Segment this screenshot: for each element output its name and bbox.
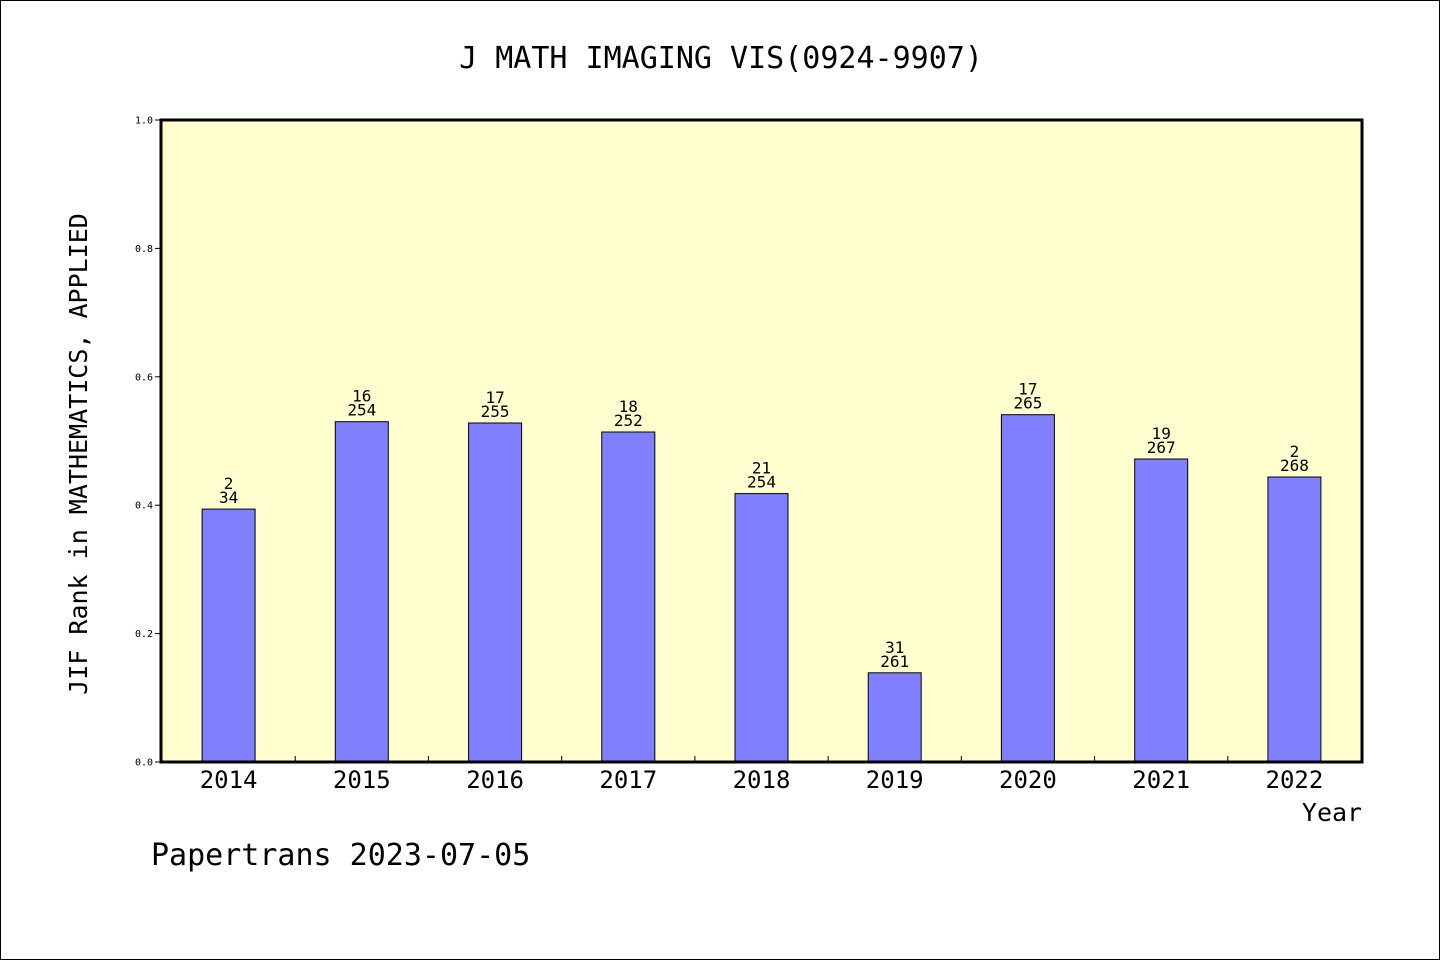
bar-label-rank: 17 (485, 388, 504, 407)
bar-label-rank: 17 (1018, 380, 1037, 399)
x-tick-label: 2019 (866, 766, 924, 794)
bar-2016 (468, 422, 523, 763)
bar-label-total: 267 (1147, 438, 1176, 457)
bar-2018 (734, 493, 789, 763)
bar-label-total: 254 (747, 473, 776, 492)
bar-2014 (201, 508, 256, 763)
y-tick-label: 0.2 (135, 629, 153, 640)
bar-2022 (1267, 476, 1322, 763)
y-axis: 0.0 0.2 0.4 0.6 0.8 1.0 (135, 116, 161, 769)
bar-label-total: 265 (1013, 394, 1042, 413)
footer-text: Papertrans 2023-07-05 (151, 838, 530, 873)
y-tick-label: 0.8 (135, 244, 153, 255)
x-tick-label: 2016 (466, 766, 524, 794)
bar-2019 (867, 672, 922, 763)
y-tick-label: 0.0 (135, 758, 153, 769)
bar-label-total: 261 (880, 652, 909, 671)
x-tick-label: 2014 (200, 766, 258, 794)
bar-2020 (1000, 414, 1055, 763)
y-axis-label: JIF Rank in MATHEMATICS, APPLIED (64, 213, 93, 695)
bar-label-total: 255 (481, 402, 510, 421)
x-tick-label: 2018 (733, 766, 791, 794)
x-tick-label: 2022 (1266, 766, 1324, 794)
bar-label-total: 254 (347, 401, 376, 420)
x-tick-label: 2021 (1132, 766, 1190, 794)
chart-title: J MATH IMAGING VIS(0924-9907) (459, 41, 983, 76)
bar-label-total: 252 (614, 411, 643, 430)
bar-label-total: 34 (219, 488, 238, 507)
bar-2021 (1134, 458, 1189, 763)
bar-2015 (334, 421, 389, 763)
y-tick-label: 0.6 (135, 372, 153, 383)
bar-label-rank: 2 (224, 474, 234, 493)
bar-2017 (601, 431, 656, 763)
x-axis: 2014 2015 2016 2017 2018 2019 2020 2021 2022 (200, 756, 1324, 794)
y-tick-label: 0.4 (135, 501, 153, 512)
y-tick-label: 1.0 (135, 116, 153, 127)
plot-border (159, 118, 1364, 764)
x-axis-label: Year (1302, 798, 1362, 827)
x-tick-label: 2017 (599, 766, 657, 794)
bar-label-rank: 16 (352, 387, 371, 406)
x-tick-label: 2020 (999, 766, 1057, 794)
bar-label-rank: 18 (619, 397, 638, 416)
bar-label-rank: 2 (1290, 442, 1300, 461)
bar-label-rank: 31 (885, 638, 904, 657)
bar-label-total: 268 (1280, 456, 1309, 475)
bar-label-rank: 21 (752, 459, 771, 478)
bars-group (201, 414, 1322, 763)
bar-label-rank: 19 (1152, 424, 1171, 443)
x-tick-label: 2015 (333, 766, 391, 794)
